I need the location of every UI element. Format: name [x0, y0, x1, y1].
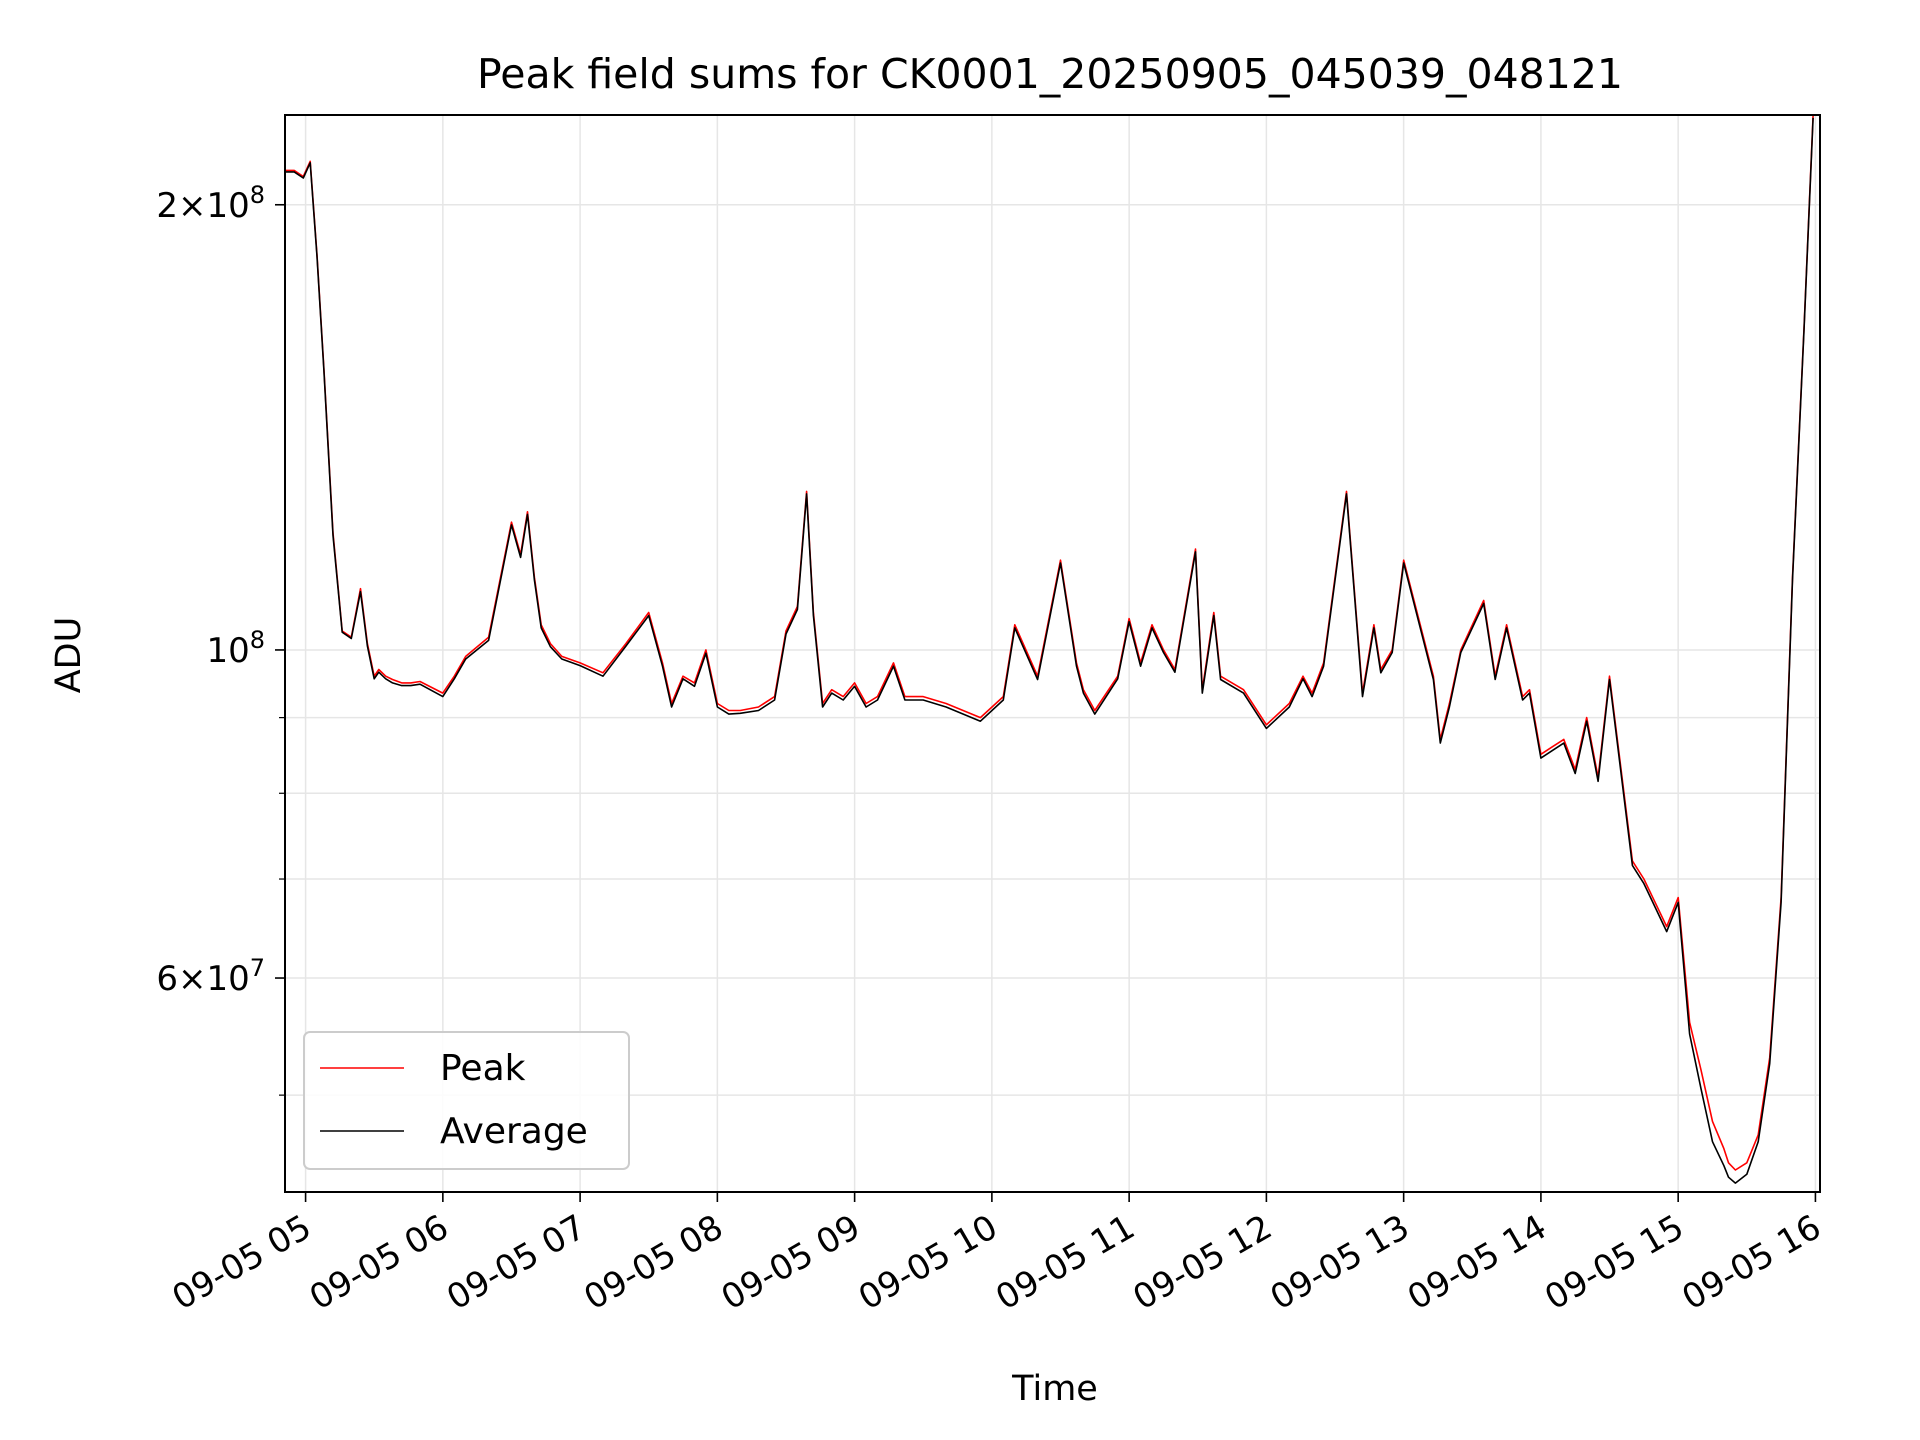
grid: [285, 115, 1820, 1192]
series-layer: [285, 114, 1814, 1184]
series-line-average: [285, 117, 1814, 1184]
plot-frame: [284, 114, 1821, 1193]
chart-title: Peak field sums for CK0001_20250905_0450…: [477, 50, 1623, 98]
y-axis: 6×107 108 2×108: [156, 181, 285, 1096]
y-axis-label: ADU: [49, 617, 89, 694]
y-tick-label: 2×108: [156, 181, 265, 226]
series-line-peak: [285, 114, 1814, 1171]
x-axis-label: Time: [1011, 1369, 1098, 1409]
legend-average-label: Average: [440, 1111, 588, 1152]
legend: Peak Average: [303, 1031, 630, 1170]
y-tick-label: 108: [206, 626, 265, 671]
legend-box: [303, 1031, 630, 1170]
legend-peak-label: Peak: [440, 1048, 526, 1089]
y-tick-label: 6×107: [156, 954, 265, 999]
